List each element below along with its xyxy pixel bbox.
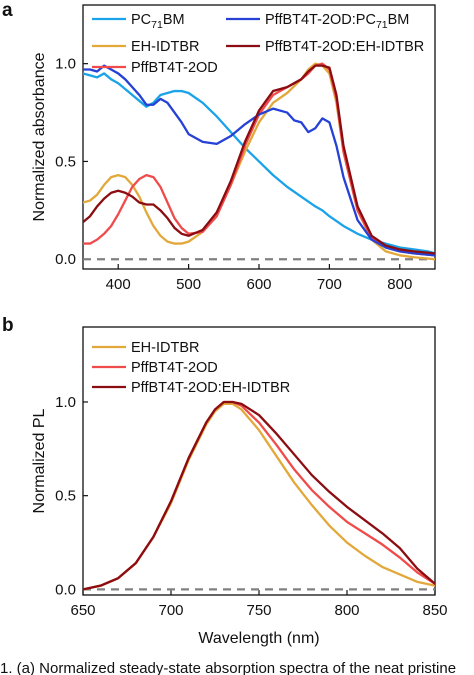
panel-a-series-pffbt4t-2od (83, 62, 435, 257)
panel-b-xtick-label-700: 700 (158, 602, 183, 619)
panel-a-series-pffbt4t-2od-pc71bm (83, 64, 435, 257)
panel-a-legend-label-pc71bm: PC71BM (131, 12, 185, 31)
panel-a-legend-label-pffbt4t-2od-eh-idtbr: PffBT4T-2OD:EH-IDTBR (265, 39, 424, 55)
panel-a-ytick-label-0-0: 0.0 (55, 251, 76, 268)
panel-a-ticks: 400 500 600 700 800 0.0 0.5 1.0 (55, 56, 412, 293)
panel-b-legend-label-pffbt4t-2od: PffBT4T-2OD (131, 360, 218, 376)
panel-b-xtick-label-750: 750 (246, 602, 271, 619)
panel-b-xtick-label-650: 650 (70, 602, 95, 619)
panel-b-ytick-label-0-5: 0.5 (55, 488, 76, 505)
panel-a-ytick-label-1-0: 1.0 (55, 56, 76, 73)
panel-a-xtick-label-500: 500 (176, 276, 201, 293)
panel-b-xlabel: Wavelength (nm) (198, 630, 319, 647)
panel-b-ytick-label-1-0: 1.0 (55, 394, 76, 411)
panel-a-xtick-label-600: 600 (246, 276, 271, 293)
panel-a-series-pffbt4t-2od-eh-idtbr (83, 64, 435, 255)
panel-a-legend-label-eh-idtbr: EH-IDTBR (131, 39, 199, 55)
panel-b-legend-entry-pffbt4t-2od-eh-idtbr: PffBT4T-2OD:EH-IDTBR (92, 380, 290, 396)
panel-b-legend: EH-IDTBR PffBT4T-2OD PffBT4T-2OD:EH-IDTBR (92, 340, 290, 396)
panel-a-series (83, 62, 435, 261)
panel-a-legend-label-pffbt4t-2od: PffBT4T-2OD (131, 60, 218, 76)
panel-a-ytick-label-0-5: 0.5 (55, 153, 76, 170)
panel-b: b Normalized PL Wavelength (nm) 650 700 75… (2, 315, 448, 647)
panel-a-ylabel: Normalized absorbance (31, 52, 48, 221)
panel-b-letter: b (2, 315, 14, 336)
panel-a-legend-entry-pffbt4t-2od: PffBT4T-2OD (92, 60, 218, 76)
panel-a-legend: PC71BM EH-IDTBR PffBT4T-2OD PffBT4T-2OD:PC7… (92, 12, 424, 76)
panel-b-series-pffbt4t-2od-eh-idtbr (83, 400, 435, 591)
panel-b-legend-label-eh-idtbr: EH-IDTBR (131, 340, 199, 356)
panel-a-xtick-label-400: 400 (106, 276, 131, 293)
panel-b-ytick-label-0-0: 0.0 (55, 581, 76, 598)
panel-a-legend-label-pffbt4t-2od-pc71bm: PffBT4T-2OD:PC71BM (265, 12, 409, 31)
panel-a-xtick-label-700: 700 (317, 276, 342, 293)
panel-a-legend-entry-pffbt4t-2od-eh-idtbr: PffBT4T-2OD:EH-IDTBR (226, 39, 424, 55)
panel-b-legend-entry-pffbt4t-2od: PffBT4T-2OD (92, 360, 218, 376)
panel-a-legend-entry-pffbt4t-2od-pc71bm: PffBT4T-2OD:PC71BM (226, 12, 409, 31)
panel-a-series-pc71bm (83, 72, 435, 255)
panel-a-xtick-label-800: 800 (387, 276, 412, 293)
panel-a-legend-entry-pc71bm: PC71BM (92, 12, 185, 31)
panel-a: a Normalized absorbance 400 500 600 700 800 0… (2, 0, 436, 293)
figure-caption: 1. (a) Normalized steady-state absorptio… (0, 662, 457, 675)
panel-b-xtick-label-800: 800 (334, 602, 359, 619)
panel-b-xtick-label-850: 850 (422, 602, 447, 619)
panel-b-ticks: 650 700 750 800 850 0.0 0.5 1.0 (55, 394, 447, 619)
panel-b-legend-label-pffbt4t-2od-eh-idtbr: PffBT4T-2OD:EH-IDTBR (131, 380, 290, 396)
panel-a-letter: a (2, 0, 13, 21)
panel-a-legend-entry-eh-idtbr: EH-IDTBR (92, 39, 199, 55)
panel-b-ylabel: Normalized PL (31, 408, 48, 513)
panel-b-series (83, 400, 435, 591)
panel-b-legend-entry-eh-idtbr: EH-IDTBR (92, 340, 199, 356)
